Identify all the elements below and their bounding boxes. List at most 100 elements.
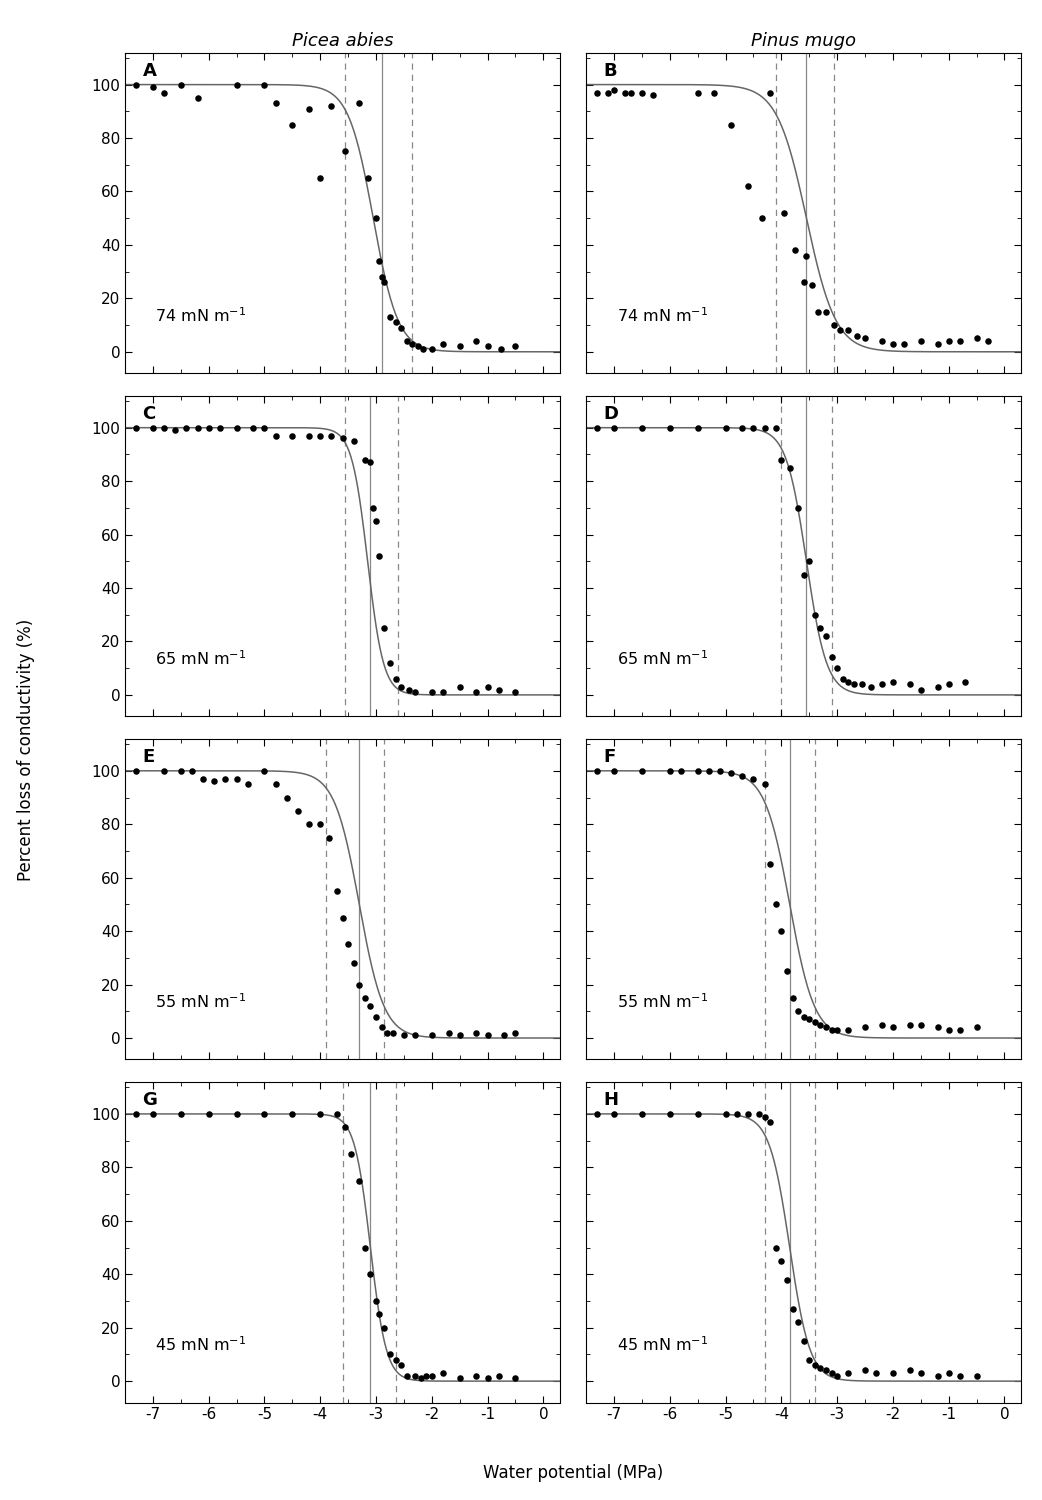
Point bbox=[190, 416, 206, 440]
Point bbox=[818, 624, 835, 648]
Point bbox=[968, 327, 985, 351]
Point bbox=[384, 1020, 401, 1044]
Point bbox=[589, 759, 605, 783]
Point bbox=[368, 1005, 384, 1029]
Point bbox=[301, 423, 318, 447]
Point bbox=[901, 1359, 918, 1383]
Point bbox=[371, 249, 388, 273]
Point bbox=[712, 759, 728, 783]
Point bbox=[818, 1016, 835, 1040]
Point bbox=[413, 1366, 429, 1390]
Point bbox=[840, 669, 857, 693]
Point bbox=[398, 1364, 415, 1388]
Point bbox=[785, 986, 801, 1010]
Point bbox=[756, 1104, 773, 1128]
Point bbox=[401, 678, 418, 702]
Point bbox=[745, 766, 762, 790]
Point bbox=[690, 81, 706, 105]
Point bbox=[256, 416, 273, 440]
Point bbox=[723, 112, 740, 136]
Point bbox=[345, 951, 362, 975]
Point bbox=[206, 770, 223, 794]
Point bbox=[334, 426, 351, 450]
Point bbox=[493, 338, 510, 362]
Point bbox=[404, 332, 421, 356]
Point bbox=[381, 1342, 398, 1366]
Point bbox=[826, 314, 843, 338]
Point bbox=[479, 334, 496, 358]
Point bbox=[268, 772, 284, 796]
Point bbox=[496, 1023, 513, 1047]
Point bbox=[155, 81, 172, 105]
Point bbox=[929, 1364, 946, 1388]
Point bbox=[801, 549, 818, 573]
Point bbox=[762, 852, 778, 876]
Text: F: F bbox=[603, 748, 616, 766]
Point bbox=[337, 140, 353, 164]
Point bbox=[435, 332, 451, 356]
Point bbox=[343, 1142, 359, 1166]
Point bbox=[418, 1364, 435, 1388]
Point bbox=[913, 1360, 929, 1384]
Point bbox=[337, 1116, 353, 1140]
Point bbox=[968, 1364, 985, 1388]
Text: A: A bbox=[143, 62, 156, 80]
Point bbox=[373, 266, 390, 290]
Point bbox=[645, 84, 662, 108]
Text: Percent loss of conductivity (%): Percent loss of conductivity (%) bbox=[17, 620, 35, 880]
Point bbox=[268, 423, 284, 447]
Point bbox=[396, 1023, 413, 1047]
Point bbox=[173, 72, 190, 96]
Point bbox=[728, 1102, 745, 1126]
Text: H: H bbox=[603, 1092, 619, 1110]
Text: 74 mN m$^{-1}$: 74 mN m$^{-1}$ bbox=[155, 306, 247, 326]
Point bbox=[200, 1102, 217, 1126]
Point bbox=[940, 1019, 957, 1042]
Point bbox=[885, 332, 901, 356]
Point bbox=[334, 906, 351, 930]
Point bbox=[848, 324, 865, 348]
Point bbox=[818, 300, 835, 324]
Point bbox=[365, 496, 381, 520]
Point bbox=[787, 238, 803, 262]
Point bbox=[885, 1360, 901, 1384]
Point bbox=[491, 1364, 507, 1388]
Point bbox=[468, 328, 485, 352]
Point bbox=[756, 416, 773, 440]
Point bbox=[406, 1364, 423, 1388]
Point bbox=[662, 416, 678, 440]
Point bbox=[200, 416, 217, 440]
Point bbox=[634, 81, 650, 105]
Point bbox=[768, 416, 785, 440]
Point bbox=[812, 1013, 828, 1036]
Point bbox=[773, 447, 790, 471]
Point bbox=[706, 81, 723, 105]
Point bbox=[245, 416, 262, 440]
Point bbox=[155, 416, 172, 440]
Point bbox=[768, 892, 785, 916]
Point bbox=[951, 328, 968, 352]
Point bbox=[782, 456, 798, 480]
Point bbox=[217, 766, 233, 790]
Point bbox=[868, 1360, 885, 1384]
Point bbox=[818, 1359, 835, 1383]
Point bbox=[312, 423, 328, 447]
Point bbox=[240, 772, 256, 796]
Point bbox=[873, 1013, 890, 1036]
Point bbox=[734, 764, 750, 788]
Text: 74 mN m$^{-1}$: 74 mN m$^{-1}$ bbox=[617, 306, 708, 326]
Point bbox=[507, 1366, 524, 1390]
Point bbox=[801, 1347, 818, 1371]
Point bbox=[423, 680, 440, 703]
Point bbox=[740, 174, 756, 198]
Point bbox=[790, 496, 807, 520]
Point bbox=[173, 759, 190, 783]
Point bbox=[778, 958, 795, 982]
Point bbox=[798, 243, 815, 267]
Point bbox=[398, 328, 415, 352]
Point bbox=[929, 675, 946, 699]
Point bbox=[853, 672, 870, 696]
Point bbox=[410, 334, 426, 358]
Point bbox=[155, 759, 172, 783]
Title: Picea abies: Picea abies bbox=[292, 32, 393, 50]
